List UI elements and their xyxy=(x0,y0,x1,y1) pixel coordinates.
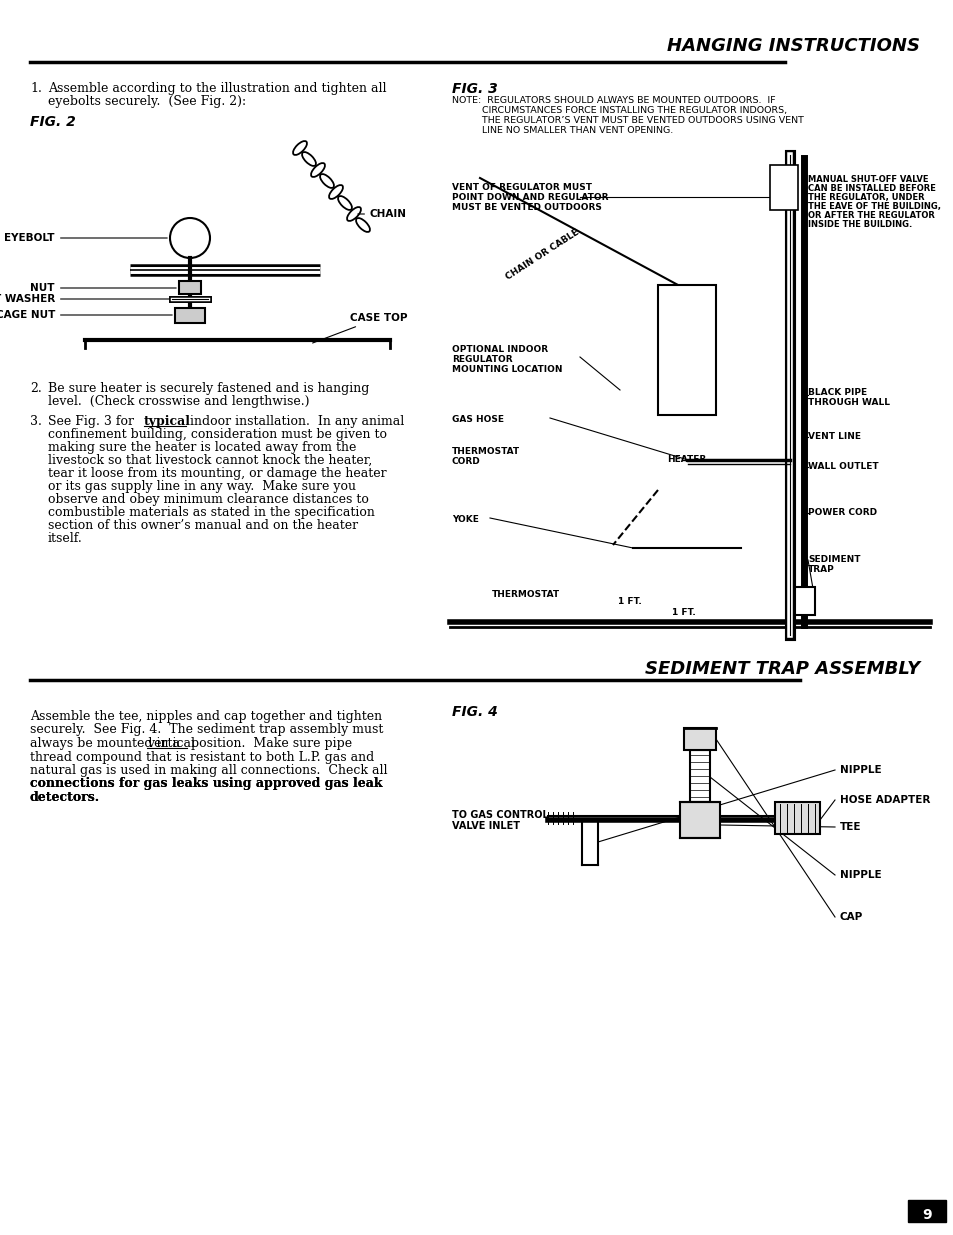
Text: LINE NO SMALLER THAN VENT OPENING.: LINE NO SMALLER THAN VENT OPENING. xyxy=(452,126,673,135)
Text: connections for gas leaks using approved gas leak: connections for gas leaks using approved… xyxy=(30,778,382,790)
Text: SEDIMENT: SEDIMENT xyxy=(807,555,860,564)
Text: MOUNTING LOCATION: MOUNTING LOCATION xyxy=(452,366,562,374)
Text: indoor installation.  In any animal: indoor installation. In any animal xyxy=(186,415,404,429)
Text: REGULATOR: REGULATOR xyxy=(452,354,512,364)
Text: Be sure heater is securely fastened and is hanging: Be sure heater is securely fastened and … xyxy=(48,382,369,395)
Text: SEDIMENT TRAP ASSEMBLY: SEDIMENT TRAP ASSEMBLY xyxy=(644,659,919,678)
Text: position.  Make sure pipe: position. Make sure pipe xyxy=(188,737,353,750)
Text: VENT OF REGULATOR MUST: VENT OF REGULATOR MUST xyxy=(452,183,592,191)
Text: CAN BE INSTALLED BEFORE: CAN BE INSTALLED BEFORE xyxy=(807,184,935,193)
Text: 9: 9 xyxy=(922,1208,931,1221)
Text: POINT DOWN AND REGULATOR: POINT DOWN AND REGULATOR xyxy=(452,193,608,203)
Text: typical: typical xyxy=(144,415,191,429)
Text: MUST BE VENTED OUTDOORS: MUST BE VENTED OUTDOORS xyxy=(452,203,601,212)
Text: confinement building, consideration must be given to: confinement building, consideration must… xyxy=(48,429,387,441)
Text: HANGING INSTRUCTIONS: HANGING INSTRUCTIONS xyxy=(666,37,919,56)
Text: detectors.: detectors. xyxy=(30,790,100,804)
Text: 2.: 2. xyxy=(30,382,42,395)
Text: CASE TOP: CASE TOP xyxy=(313,312,407,343)
Text: HOSE ADAPTER: HOSE ADAPTER xyxy=(840,795,929,805)
Text: THERMOSTAT: THERMOSTAT xyxy=(452,447,519,456)
Text: thread compound that is resistant to both L.P. gas and: thread compound that is resistant to bot… xyxy=(30,751,374,763)
Text: itself.: itself. xyxy=(48,532,83,545)
Text: TRAP: TRAP xyxy=(807,564,834,574)
Text: 1 FT.: 1 FT. xyxy=(618,597,641,606)
Text: VENT LINE: VENT LINE xyxy=(807,432,861,441)
Text: YOKE: YOKE xyxy=(452,515,478,524)
Text: eyebolts securely.  (See Fig. 2):: eyebolts securely. (See Fig. 2): xyxy=(48,95,246,107)
Text: always be mounted in a: always be mounted in a xyxy=(30,737,184,750)
Text: WALL: WALL xyxy=(789,501,798,529)
Text: EYEBOLT: EYEBOLT xyxy=(5,233,167,243)
Text: OR AFTER THE REGULATOR: OR AFTER THE REGULATOR xyxy=(807,211,934,220)
Text: INSIDE THE BUILDING.: INSIDE THE BUILDING. xyxy=(807,220,911,228)
Text: VALVE INLET: VALVE INLET xyxy=(452,821,519,831)
Bar xyxy=(658,285,716,415)
Text: NIPPLE: NIPPLE xyxy=(840,869,881,881)
Text: 3.: 3. xyxy=(30,415,42,429)
Bar xyxy=(774,802,820,834)
Text: or its gas supply line in any way.  Make sure you: or its gas supply line in any way. Make … xyxy=(48,480,355,493)
Text: NIPPLE: NIPPLE xyxy=(840,764,881,776)
Text: NOTE:  REGULATORS SHOULD ALWAYS BE MOUNTED OUTDOORS.  IF: NOTE: REGULATORS SHOULD ALWAYS BE MOUNTE… xyxy=(452,96,775,105)
Text: detectors.: detectors. xyxy=(30,790,100,804)
Text: WALL OUTLET: WALL OUTLET xyxy=(807,462,878,471)
Text: CORD: CORD xyxy=(452,457,480,466)
Text: THE EAVE OF THE BUILDING,: THE EAVE OF THE BUILDING, xyxy=(807,203,940,211)
Bar xyxy=(907,1200,945,1221)
Bar xyxy=(679,802,720,839)
Text: THE REGULATOR’S VENT MUST BE VENTED OUTDOORS USING VENT: THE REGULATOR’S VENT MUST BE VENTED OUTD… xyxy=(452,116,803,125)
Text: combustible materials as stated in the specification: combustible materials as stated in the s… xyxy=(48,506,375,519)
Text: NUT: NUT xyxy=(30,283,176,293)
Text: THROUGH WALL: THROUGH WALL xyxy=(807,398,889,408)
Text: making sure the heater is located away from the: making sure the heater is located away f… xyxy=(48,441,356,454)
Text: THE REGULATOR, UNDER: THE REGULATOR, UNDER xyxy=(807,193,923,203)
Text: CAGE NUT: CAGE NUT xyxy=(0,310,172,320)
Text: TO GAS CONTROL: TO GAS CONTROL xyxy=(452,810,548,820)
Text: securely.  See Fig. 4.  The sediment trap assembly must: securely. See Fig. 4. The sediment trap … xyxy=(30,724,383,736)
Text: observe and obey minimum clearance distances to: observe and obey minimum clearance dista… xyxy=(48,493,369,506)
Text: vertical: vertical xyxy=(147,737,194,750)
Bar xyxy=(683,727,716,750)
Text: natural gas is used in making all connections.  ​Check all: natural gas is used in making all connec… xyxy=(30,764,387,777)
Bar xyxy=(769,165,797,210)
Text: tear it loose from its mounting, or damage the heater: tear it loose from its mounting, or dama… xyxy=(48,467,386,480)
Text: MANUAL SHUT-OFF VALVE: MANUAL SHUT-OFF VALVE xyxy=(807,175,927,184)
Text: FLAT WASHER: FLAT WASHER xyxy=(0,294,169,304)
Text: OPTIONAL INDOOR: OPTIONAL INDOOR xyxy=(452,345,548,354)
Text: 1.: 1. xyxy=(30,82,42,95)
Text: CAP: CAP xyxy=(840,911,862,923)
Text: CHAIN: CHAIN xyxy=(357,209,407,219)
Text: FIG. 3: FIG. 3 xyxy=(452,82,497,96)
Text: POWER CORD: POWER CORD xyxy=(807,508,876,517)
Text: HEATER: HEATER xyxy=(667,454,706,464)
FancyBboxPatch shape xyxy=(174,308,205,324)
Text: level.  (Check crosswise and lengthwise.): level. (Check crosswise and lengthwise.) xyxy=(48,395,309,408)
FancyBboxPatch shape xyxy=(179,282,201,294)
Text: BLACK PIPE: BLACK PIPE xyxy=(807,388,866,396)
Bar xyxy=(794,587,814,615)
Text: CIRCUMSTANCES FORCE INSTALLING THE REGULATOR INDOORS,: CIRCUMSTANCES FORCE INSTALLING THE REGUL… xyxy=(452,106,786,115)
Text: See Fig. 3 for: See Fig. 3 for xyxy=(48,415,138,429)
Text: CHAIN OR CABLE: CHAIN OR CABLE xyxy=(503,228,580,282)
Text: Assemble the tee, nipples and cap together and tighten: Assemble the tee, nipples and cap togeth… xyxy=(30,710,382,722)
Text: 1 FT.: 1 FT. xyxy=(671,608,695,618)
Text: livestock so that livestock cannot knock the heater,: livestock so that livestock cannot knock… xyxy=(48,454,372,467)
Text: Assemble according to the illustration and tighten all: Assemble according to the illustration a… xyxy=(48,82,386,95)
Text: GAS HOSE: GAS HOSE xyxy=(452,415,503,424)
Text: connections for gas leaks using approved gas leak: connections for gas leaks using approved… xyxy=(30,778,382,790)
Text: section of this owner’s manual and on the heater: section of this owner’s manual and on th… xyxy=(48,519,357,532)
Text: TEE: TEE xyxy=(840,823,861,832)
Text: FIG. 2: FIG. 2 xyxy=(30,115,75,128)
Text: FIG. 4: FIG. 4 xyxy=(452,705,497,719)
Text: THERMOSTAT: THERMOSTAT xyxy=(492,590,559,599)
